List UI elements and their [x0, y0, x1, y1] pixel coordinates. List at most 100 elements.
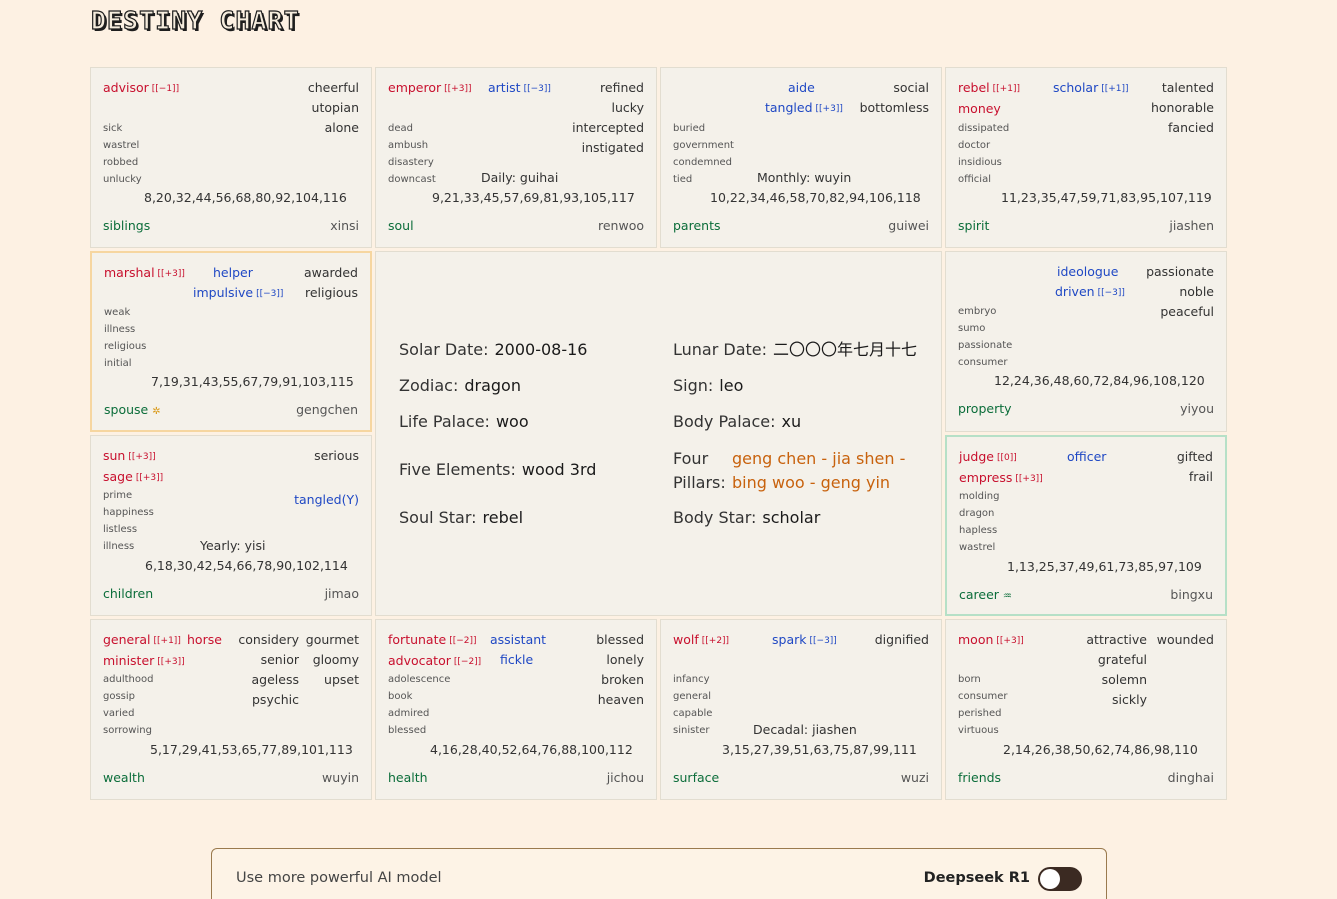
- palace-property[interactable]: ideologue driven [[−3]] passionate noble …: [945, 251, 1227, 432]
- minor-star-blue: officer: [1067, 449, 1107, 464]
- adjective: refined: [600, 80, 644, 95]
- palace-soul[interactable]: emperor [[+3]] artist [[−3]] refined lucky…: [375, 67, 657, 248]
- palace-branch: xinsi: [330, 218, 359, 233]
- palace-branch: wuyin: [322, 770, 359, 785]
- palace-friends[interactable]: moon [[+3]] attractive wounded grateful s…: [945, 619, 1227, 800]
- palace-branch: jimao: [324, 586, 359, 601]
- palace-spouse[interactable]: marshal [[+3]] helper impulsive [[−3]] awa…: [90, 251, 372, 432]
- minor-star: government: [673, 140, 734, 151]
- minor-star: illness: [103, 541, 135, 552]
- model-toggle[interactable]: [1038, 867, 1082, 891]
- palace-health[interactable]: fortunate [[−2]] advocator [[−2]] assistan…: [375, 619, 657, 800]
- adjective: noble: [1179, 284, 1214, 299]
- minor-star: initial: [104, 358, 132, 369]
- adjective: gloomy: [312, 652, 359, 667]
- five-elements: Five Elements: wood 3rd: [399, 460, 597, 479]
- minor-star-blue: aide: [788, 80, 815, 95]
- palace-spirit[interactable]: rebel [[+1]] money scholar [[+1]] talented…: [945, 67, 1227, 248]
- major-star: general [[+1]]: [103, 632, 181, 647]
- adjective: religious: [305, 285, 358, 300]
- age-numbers: 2,14,26,38,50,62,74,86,98,110: [1003, 742, 1198, 757]
- minor-star: ambush: [388, 140, 429, 151]
- adjective: gourmet: [305, 632, 359, 647]
- age-numbers: 5,17,29,41,53,65,77,89,101,113: [150, 742, 353, 757]
- palace-siblings[interactable]: advisor [[−1]] cheerful utopian alone sic…: [90, 67, 372, 248]
- major-star: minister [[+3]]: [103, 653, 185, 668]
- minor-star: gossip: [103, 691, 136, 702]
- age-numbers: 12,24,36,48,60,72,84,96,108,120: [994, 373, 1205, 388]
- minor-star: wastrel: [103, 140, 140, 151]
- palace-name: career ♒: [959, 587, 1012, 602]
- minor-star: sinister: [673, 725, 710, 736]
- age-numbers: 4,16,28,40,52,64,76,88,100,112: [430, 742, 633, 757]
- minor-star-blue: ideologue: [1057, 264, 1119, 279]
- major-star: emperor [[+3]]: [388, 80, 472, 95]
- major-star: advocator [[−2]]: [388, 653, 482, 668]
- lunar-date: Lunar Date: 二〇〇〇年七月十七: [673, 340, 918, 359]
- daily-label: Daily: guihai: [481, 170, 559, 185]
- adjective: fancied: [1168, 120, 1214, 135]
- adjective: gifted: [1176, 449, 1213, 464]
- minor-star: happiness: [103, 507, 154, 518]
- toggle-knob: [1040, 869, 1060, 889]
- palace-name: health: [388, 770, 428, 785]
- minor-star: downcast: [388, 174, 436, 185]
- major-star: sun [[+3]]: [103, 448, 156, 463]
- palace-children[interactable]: sun [[+3]] sage [[+3]] serious tangled(Y) …: [90, 435, 372, 616]
- adjective: heaven: [597, 692, 644, 707]
- palace-branch: dinghai: [1167, 770, 1214, 785]
- minor-star-blue: assistant: [490, 632, 547, 647]
- body-marker-icon: ✲: [152, 406, 161, 417]
- minor-star: unlucky: [103, 174, 142, 185]
- four-pillars-value: geng chen - jia shen - bing woo - geng yi…: [732, 449, 906, 492]
- minor-star: perished: [958, 708, 1002, 719]
- age-numbers: 9,21,33,45,57,69,81,93,105,117: [432, 190, 635, 205]
- palace-branch: guiwei: [888, 218, 929, 233]
- minor-star-red: horse: [187, 632, 222, 647]
- major-star: marshal [[+3]]: [104, 265, 185, 280]
- palace-surface[interactable]: wolf [[+2]] spark [[−3]] dignified infancy…: [660, 619, 942, 800]
- minor-star: wastrel: [959, 542, 996, 553]
- major-star: wolf [[+2]]: [673, 632, 730, 647]
- palace-wealth[interactable]: general [[+1]] minister [[+3]] horse consi…: [90, 619, 372, 800]
- minor-star: molding: [959, 491, 1000, 502]
- minor-star: book: [388, 691, 413, 702]
- minor-star-blue: impulsive [[−3]]: [193, 285, 284, 300]
- palace-name: friends: [958, 770, 1002, 785]
- body-palace: Body Palace: xu: [673, 412, 802, 431]
- minor-star: disastery: [388, 157, 434, 168]
- age-numbers: 3,15,27,39,51,63,75,87,99,111: [722, 742, 917, 757]
- palace-career[interactable]: judge [[0]] empress [[+3]] officer gifted …: [945, 435, 1227, 616]
- adjective: honorable: [1150, 100, 1214, 115]
- sign: Sign: leo: [673, 376, 744, 395]
- minor-star-blue: tangled [[+3]]: [765, 100, 843, 115]
- palace-parents[interactable]: aide tangled [[+3]] social bottomless bur…: [660, 67, 942, 248]
- minor-star: varied: [103, 708, 135, 719]
- life-palace: Life Palace: woo: [399, 412, 529, 431]
- minor-star: buried: [673, 123, 706, 134]
- minor-star-blue: fickle: [500, 652, 534, 667]
- adjective: sickly: [1112, 692, 1147, 707]
- palace-name: parents: [673, 218, 721, 233]
- adjective: bottomless: [859, 100, 929, 115]
- adjective: talented: [1161, 80, 1214, 95]
- palace-name: surface: [673, 770, 720, 785]
- adjective: social: [893, 80, 929, 95]
- minor-star: prime: [103, 490, 133, 501]
- minor-star: sumo: [958, 323, 986, 334]
- center-info-panel: Solar Date: 2000-08-16 Lunar Date: 二〇〇〇年七月…: [375, 251, 942, 616]
- palace-name: children: [103, 586, 154, 601]
- age-numbers: 6,18,30,42,54,66,78,90,102,114: [145, 558, 348, 573]
- body-star: Body Star: scholar: [673, 508, 821, 527]
- minor-star: robbed: [103, 157, 139, 168]
- minor-star: adulthood: [103, 674, 154, 685]
- palace-name: siblings: [103, 218, 151, 233]
- minor-star: tied: [673, 174, 693, 185]
- adjective: solemn: [1101, 672, 1147, 687]
- adjective: utopian: [311, 100, 359, 115]
- major-star: moon [[+3]]: [958, 632, 1024, 647]
- minor-star: virtuous: [958, 725, 999, 736]
- major-star: fortunate [[−2]]: [388, 632, 477, 647]
- palace-branch: wuzi: [900, 770, 929, 785]
- palace-name: spouse ✲: [104, 402, 161, 417]
